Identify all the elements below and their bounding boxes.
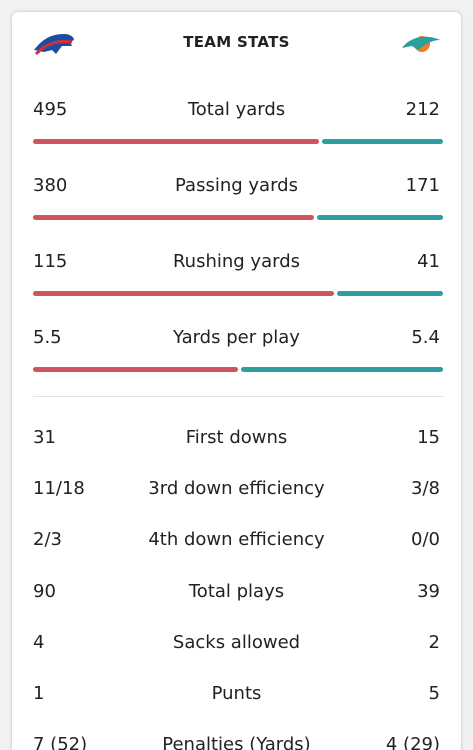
home-bar — [33, 291, 334, 296]
away-bar — [336, 291, 443, 296]
home-bar — [33, 367, 239, 372]
stat-label: 3rd down efficiency — [148, 478, 325, 500]
away-value: 2 — [428, 631, 440, 653]
away-value: 212 — [405, 99, 440, 120]
away-bar — [321, 139, 443, 144]
separator — [33, 396, 443, 397]
home-value: 2/3 — [33, 529, 62, 551]
away-value: 5 — [428, 683, 440, 704]
title: TEAM STATS — [183, 33, 290, 51]
away-value: 5.4 — [411, 327, 440, 348]
home-value: 11/18 — [33, 478, 85, 500]
away-logo — [402, 36, 440, 52]
stat-label: Penalties (Yards) — [162, 734, 311, 750]
away-bar — [317, 215, 443, 220]
stat-label: 4th down efficiency — [148, 529, 325, 551]
away-bar — [241, 367, 443, 372]
away-value: 0/0 — [411, 529, 440, 551]
stat-label: Yards per play — [173, 327, 300, 348]
away-value: 15 — [417, 427, 440, 448]
home-value: 115 — [33, 251, 68, 272]
home-value: 380 — [33, 175, 68, 196]
home-logo — [34, 34, 74, 56]
away-value: 171 — [405, 175, 440, 196]
home-value: 7 (52) — [33, 734, 88, 750]
away-value: 39 — [417, 580, 440, 602]
home-value: 90 — [33, 580, 56, 602]
home-value: 495 — [33, 99, 68, 120]
home-bar — [33, 139, 319, 144]
home-value: 1 — [33, 683, 45, 704]
home-value: 5.5 — [33, 327, 62, 348]
stats-card — [12, 12, 461, 750]
away-value: 4 (29) — [385, 734, 440, 750]
stat-label: Rushing yards — [172, 251, 301, 272]
stat-label: Sacks allowed — [172, 631, 301, 653]
stat-label: Passing yards — [175, 175, 298, 196]
home-value: 4 — [33, 631, 45, 653]
home-bar — [33, 215, 315, 220]
home-value: 31 — [33, 427, 56, 448]
stat-label: Total yards — [187, 99, 286, 120]
away-value: 41 — [417, 251, 440, 272]
stat-label: Punts — [211, 683, 262, 704]
stat-label: First downs — [185, 427, 288, 448]
away-value: 3/8 — [411, 478, 440, 500]
stat-label: Total plays — [188, 580, 285, 602]
